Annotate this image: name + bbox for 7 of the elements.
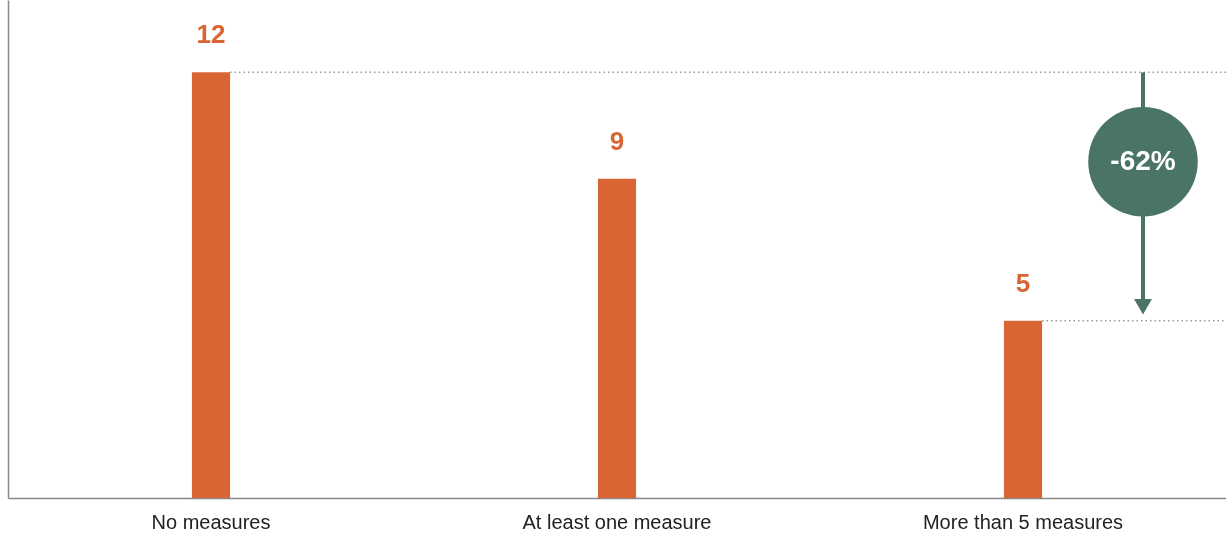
x-tick-label: More than 5 measures	[922, 510, 1124, 533]
data-label: 12	[196, 19, 226, 50]
x-tick-label: No measures	[151, 510, 271, 533]
data-label: 9	[609, 125, 625, 156]
data-label: 5	[1015, 267, 1031, 298]
annotation: -62%	[1110, 144, 1176, 176]
x-tick-label: At least one measure	[522, 510, 712, 533]
